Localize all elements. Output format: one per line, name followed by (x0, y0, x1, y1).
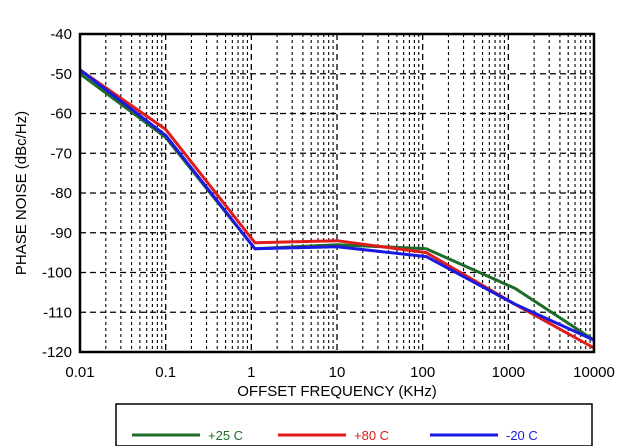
y-tick-labels: -40 -50 -60 -70 -80 -90 -100 -110 -120 (42, 26, 72, 361)
y-tick-label: -60 (50, 106, 72, 123)
y-tick-label: -70 (50, 145, 72, 162)
x-tick-label: 10000 (573, 364, 615, 381)
x-tick-labels: 0.01 0.1 1 10 100 1000 10000 (65, 364, 614, 381)
legend-label: +25 C (208, 428, 243, 443)
legend: +25 C +80 C -20 C (115, 403, 593, 446)
grid (80, 34, 594, 352)
series-lines (79, 68, 595, 350)
x-tick-label: 0.01 (65, 364, 94, 381)
y-tick-label: -110 (43, 304, 72, 321)
x-tick-label: 10 (329, 364, 346, 381)
x-tick-label: 1000 (492, 364, 525, 381)
x-tick-label: 0.1 (155, 364, 176, 381)
x-tick-label: 1 (247, 364, 255, 381)
legend-label: +80 C (354, 428, 389, 443)
legend-label: -20 C (506, 428, 538, 443)
y-tick-label: -100 (42, 265, 72, 282)
y-tick-label: -90 (50, 225, 72, 242)
y-axis-label: PHASE NOISE (dBc/Hz) (13, 111, 30, 275)
series-line (79, 68, 595, 342)
y-tick-label: -80 (50, 185, 72, 202)
y-tick-label: -120 (42, 344, 72, 361)
plot-frame (78, 32, 596, 354)
legend-box (115, 403, 593, 446)
x-axis-label: OFFSET FREQUENCY (KHz) (237, 383, 436, 400)
x-tick-label: 100 (410, 364, 435, 381)
y-tick-label: -40 (50, 26, 72, 43)
y-tick-label: -50 (50, 66, 72, 83)
